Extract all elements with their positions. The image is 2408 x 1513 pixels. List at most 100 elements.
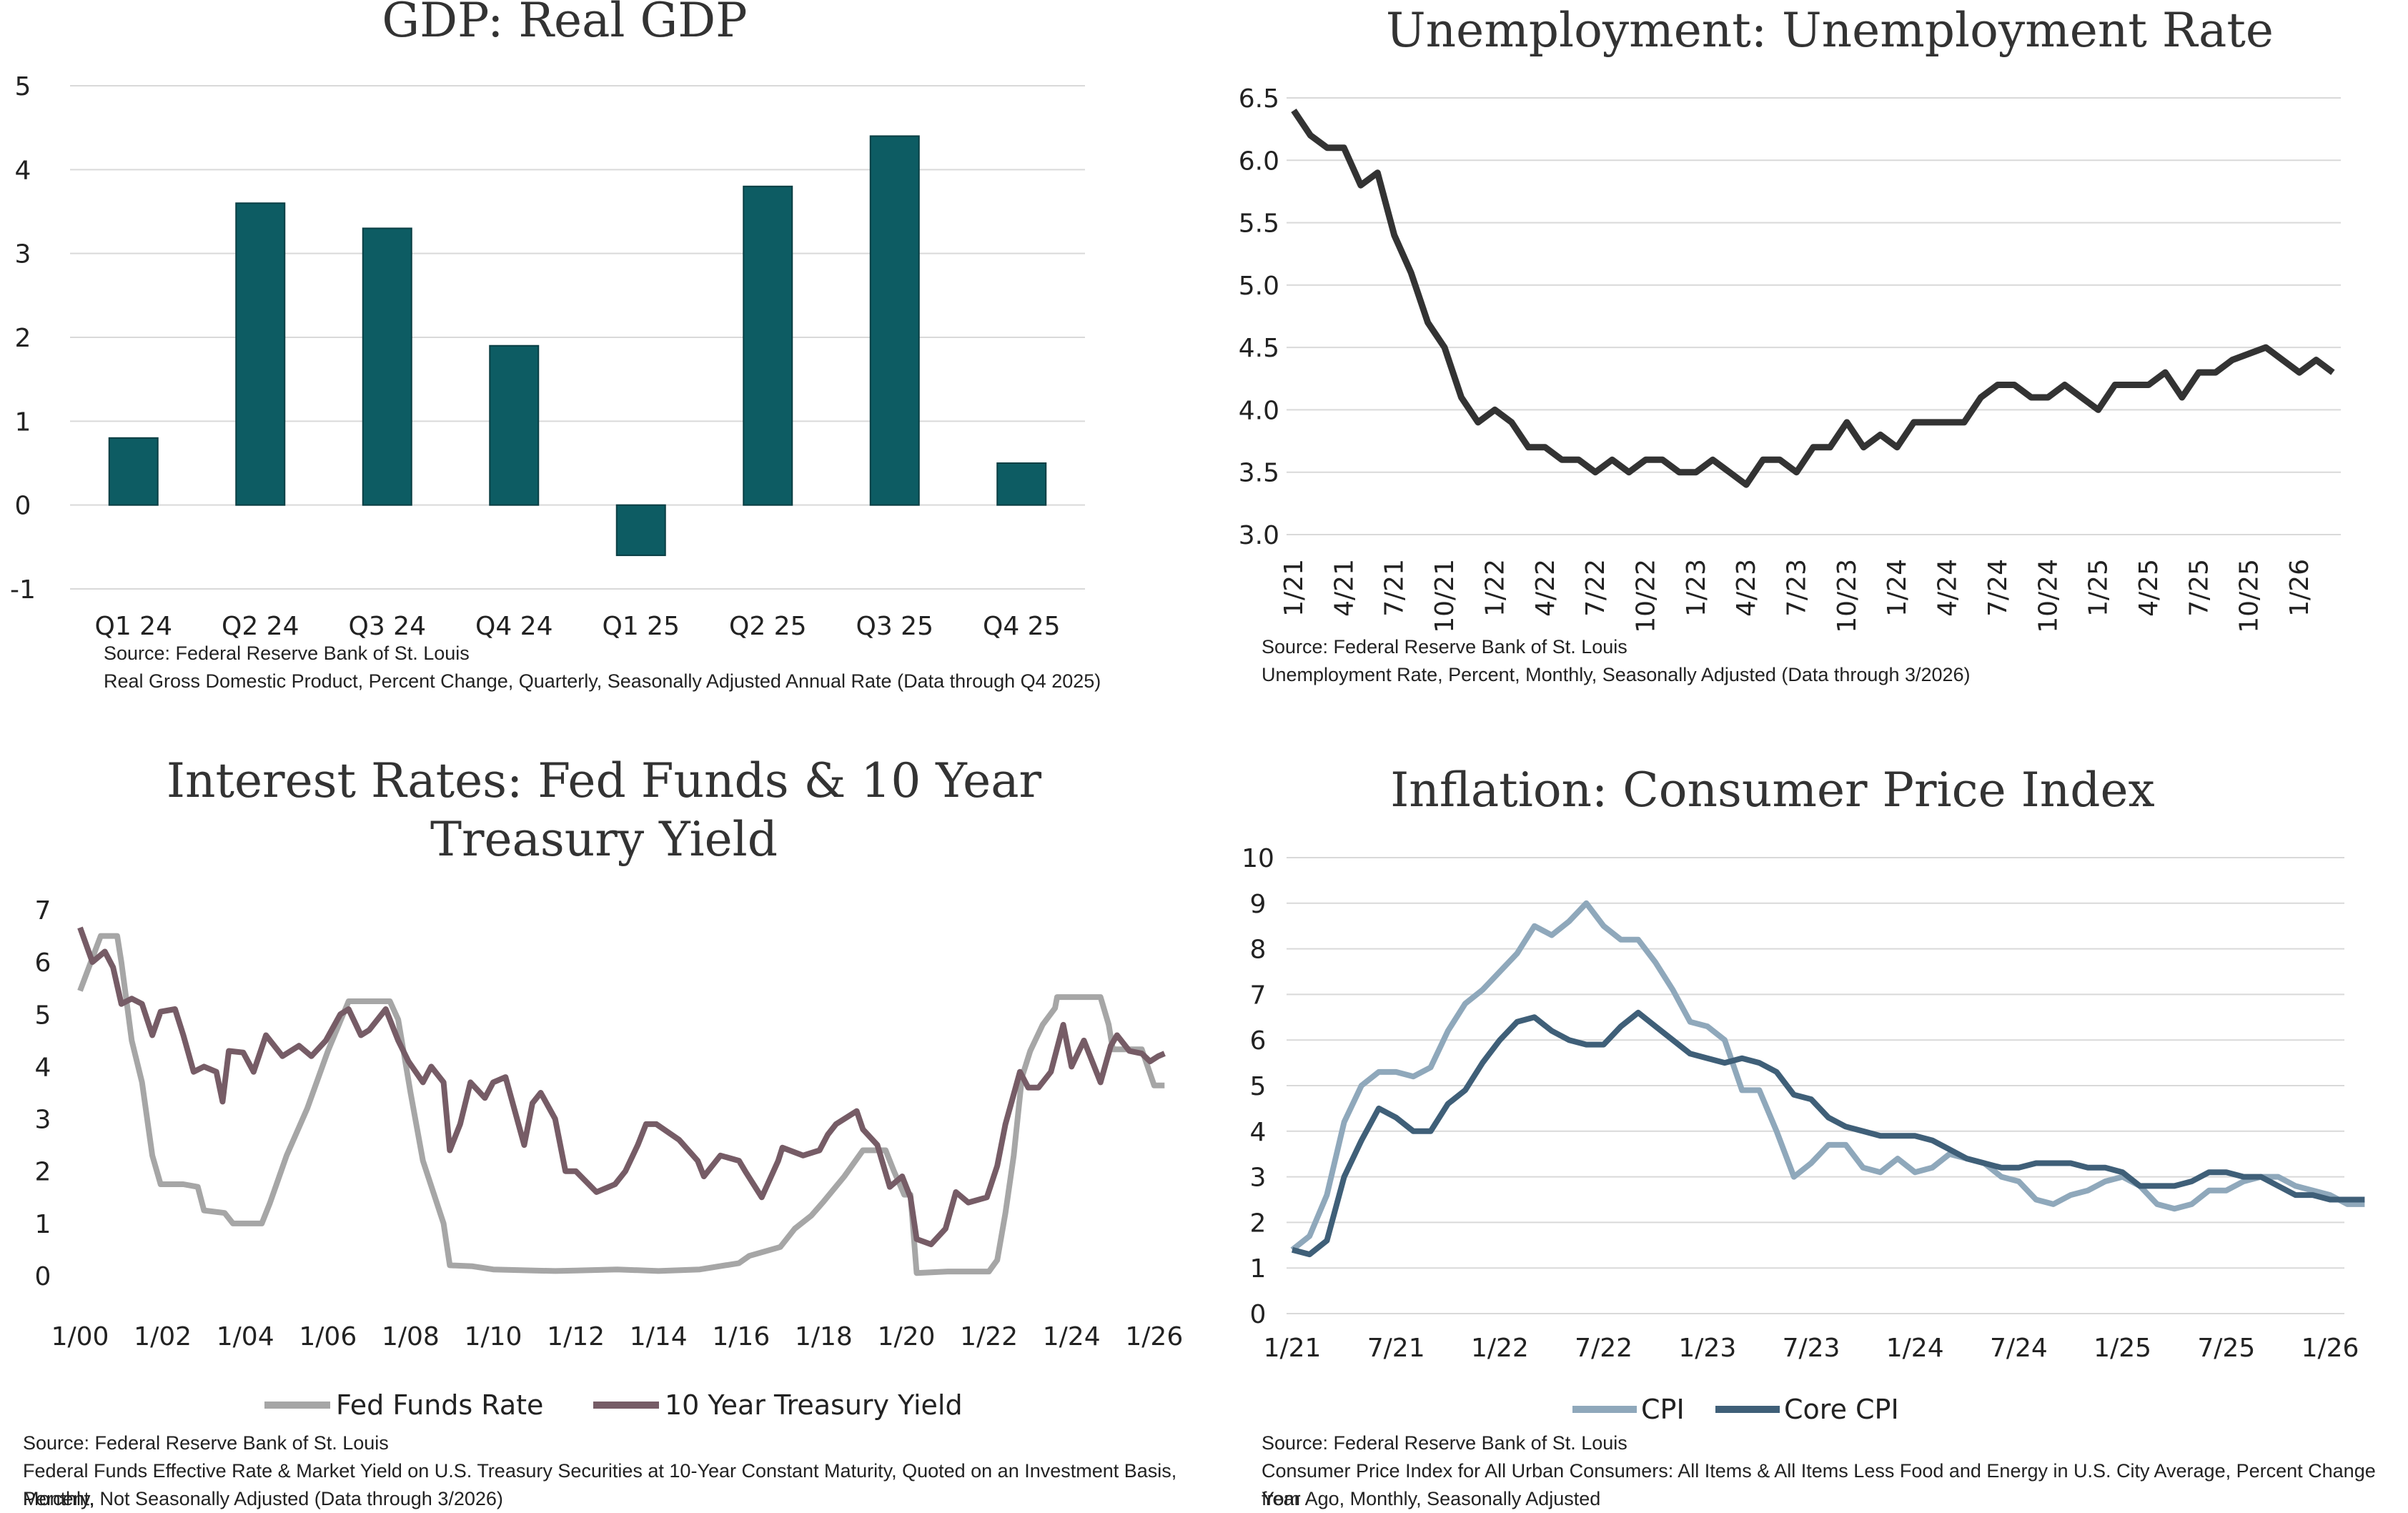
y-tick-label: 0 bbox=[15, 492, 31, 521]
x-tick-label: 1/26 bbox=[2302, 1334, 2359, 1363]
y-tick-label: 1 bbox=[15, 407, 31, 437]
chart-description-line2: Monthly, Not Seasonally Adjusted (Data t… bbox=[23, 1488, 503, 1509]
x-tick-label: 10/25 bbox=[2235, 559, 2264, 633]
x-tick-label: Q4 24 bbox=[475, 612, 553, 641]
x-tick-label: 1/25 bbox=[2094, 1334, 2151, 1363]
chart-source: Source: Federal Reserve Bank of St. Loui… bbox=[1262, 636, 1627, 658]
y-tick-label: 1 bbox=[35, 1210, 51, 1239]
y-tick-label: 4 bbox=[1250, 1118, 1267, 1147]
x-tick-label: 1/23 bbox=[1682, 559, 1711, 617]
gdp-chart: 5 4 3 2 1 0 -1 Q1 24 Q2 24 Q3 24 Q4 24 Q1 25 Q2 25 Q… bbox=[10, 72, 1085, 641]
x-tick-label: 1/10 bbox=[465, 1322, 522, 1351]
chart-description: Real Gross Domestic Product, Percent Cha… bbox=[104, 670, 1101, 692]
gdp-panel: GDP: Real GDP 5 4 3 2 1 0 -1 Q1 24 Q2 24 Q3 24 Q4… bbox=[0, 0, 1179, 715]
bar bbox=[869, 135, 920, 506]
y-tick-label: 2 bbox=[1250, 1209, 1267, 1238]
x-tick-label: 1/16 bbox=[712, 1322, 770, 1351]
legend-label: Core CPI bbox=[1784, 1394, 1899, 1425]
chart-title: Unemployment: Unemployment Rate bbox=[1386, 3, 2274, 58]
legend-label: CPI bbox=[1641, 1394, 1685, 1425]
bar bbox=[489, 344, 540, 506]
x-tick-label: 7/25 bbox=[2197, 1334, 2255, 1363]
y-tick-label: 5 bbox=[15, 72, 31, 101]
y-tick-label: 9 bbox=[1250, 890, 1267, 919]
x-tick-label: 1/22 bbox=[1480, 559, 1510, 617]
cpi-line bbox=[1290, 900, 2365, 1252]
chart-description-line2: Year Ago, Monthly, Seasonally Adjusted bbox=[1262, 1488, 1601, 1509]
x-tick-label: 4/23 bbox=[1732, 559, 1761, 617]
y-tick-label: 2 bbox=[15, 324, 31, 353]
x-tick-label: 1/24 bbox=[1886, 1334, 1944, 1363]
chart-source: Source: Federal Reserve Bank of St. Loui… bbox=[104, 643, 470, 664]
y-tick-label: 5.0 bbox=[1239, 272, 1279, 301]
y-tick-label: 6.0 bbox=[1239, 147, 1279, 176]
x-tick-label: 1/08 bbox=[382, 1322, 440, 1351]
chart-source: Source: Federal Reserve Bank of St. Loui… bbox=[23, 1432, 389, 1454]
x-tick-label: 10/23 bbox=[1833, 559, 1862, 633]
chart-title-line2: Treasury Yield bbox=[430, 812, 778, 867]
x-tick-label: Q3 24 bbox=[349, 612, 427, 641]
x-tick-label: Q2 25 bbox=[729, 612, 807, 641]
chart-description-line1: Federal Funds Effective Rate & Market Yi… bbox=[23, 1460, 1177, 1509]
rates-chart: 7 6 5 4 3 2 1 0 1/00 1/02 1/04 1/06 1/08 1/10 1/12 1/1… bbox=[35, 896, 1184, 1421]
bar bbox=[996, 462, 1047, 506]
y-tick-label: 6 bbox=[1250, 1026, 1267, 1056]
x-tick-label: Q2 24 bbox=[222, 612, 299, 641]
chart-description-line1: Consumer Price Index for All Urban Consu… bbox=[1262, 1460, 2376, 1509]
rates-panel: Interest Rates: Fed Funds & 10 Year Trea… bbox=[0, 743, 1208, 1513]
x-tick-label: 7/23 bbox=[1783, 1334, 1840, 1363]
x-tick-label: 7/24 bbox=[1983, 559, 2013, 617]
core-cpi-line bbox=[1291, 1009, 2365, 1258]
x-tick-label: 1/00 bbox=[51, 1322, 109, 1351]
bar bbox=[362, 227, 412, 506]
x-tick-label: 1/21 bbox=[1279, 559, 1309, 617]
chart-title-line1: Interest Rates: Fed Funds & 10 Year bbox=[166, 753, 1042, 808]
x-tick-label: 1/12 bbox=[547, 1322, 605, 1351]
x-tick-label: 1/25 bbox=[2084, 559, 2114, 617]
x-tick-label: 10/24 bbox=[2033, 559, 2063, 633]
x-tick-label: 4/24 bbox=[1933, 559, 1963, 617]
y-tick-label: 0 bbox=[35, 1262, 51, 1291]
unemployment-chart: 6.5 6.0 5.5 5.0 4.5 4.0 3.5 3.0 1/21 4/21 7/21 10/… bbox=[1239, 84, 2341, 633]
x-tick-label: Q3 25 bbox=[856, 612, 934, 641]
unemployment-rate-line bbox=[1291, 108, 2335, 488]
y-tick-label: 2 bbox=[35, 1158, 51, 1187]
inflation-panel: Inflation: Consumer Price Index 10 9 8 7 6 5 4… bbox=[1208, 743, 2408, 1513]
x-tick-label: 1/04 bbox=[217, 1322, 274, 1351]
y-tick-label: 7 bbox=[35, 896, 51, 926]
chart-title: Inflation: Consumer Price Index bbox=[1390, 763, 2155, 818]
treasury-yield-line bbox=[77, 926, 1166, 1248]
y-tick-label: 5 bbox=[1250, 1072, 1267, 1101]
x-tick-label: 1/22 bbox=[960, 1322, 1018, 1351]
bar bbox=[743, 185, 793, 506]
y-tick-label: 0 bbox=[1250, 1300, 1267, 1329]
x-tick-label: 1/26 bbox=[2285, 559, 2314, 617]
x-tick-label: 10/21 bbox=[1430, 559, 1460, 633]
x-tick-label: 1/24 bbox=[1883, 559, 1912, 617]
y-tick-label: 3 bbox=[15, 240, 31, 269]
y-tick-label: 4 bbox=[15, 156, 31, 185]
y-tick-label: 6 bbox=[35, 948, 51, 978]
x-tick-label: 1/21 bbox=[1264, 1334, 1322, 1363]
x-tick-label: Q1 25 bbox=[603, 612, 680, 641]
y-tick-label: 5.5 bbox=[1239, 209, 1279, 239]
x-tick-label: Q4 25 bbox=[983, 612, 1061, 641]
y-tick-label: 6.5 bbox=[1239, 84, 1279, 114]
x-tick-label: 7/21 bbox=[1367, 1334, 1425, 1363]
legend-label: 10 Year Treasury Yield bbox=[665, 1389, 963, 1421]
bar bbox=[615, 504, 666, 557]
y-tick-label: 4.0 bbox=[1239, 396, 1279, 425]
bar bbox=[235, 202, 286, 506]
x-tick-label: 7/24 bbox=[1990, 1334, 2048, 1363]
y-tick-label: 4 bbox=[35, 1053, 51, 1082]
x-tick-label: 1/23 bbox=[1678, 1334, 1736, 1363]
y-tick-label: 7 bbox=[1250, 981, 1267, 1010]
chart-source: Source: Federal Reserve Bank of St. Loui… bbox=[1262, 1432, 1627, 1454]
bar bbox=[108, 437, 159, 506]
y-tick-label: 8 bbox=[1250, 936, 1267, 965]
x-tick-label: 7/23 bbox=[1783, 559, 1812, 617]
y-tick-label: 1 bbox=[1250, 1254, 1267, 1284]
x-tick-label: 1/20 bbox=[878, 1322, 936, 1351]
y-tick-label: -1 bbox=[10, 575, 36, 605]
